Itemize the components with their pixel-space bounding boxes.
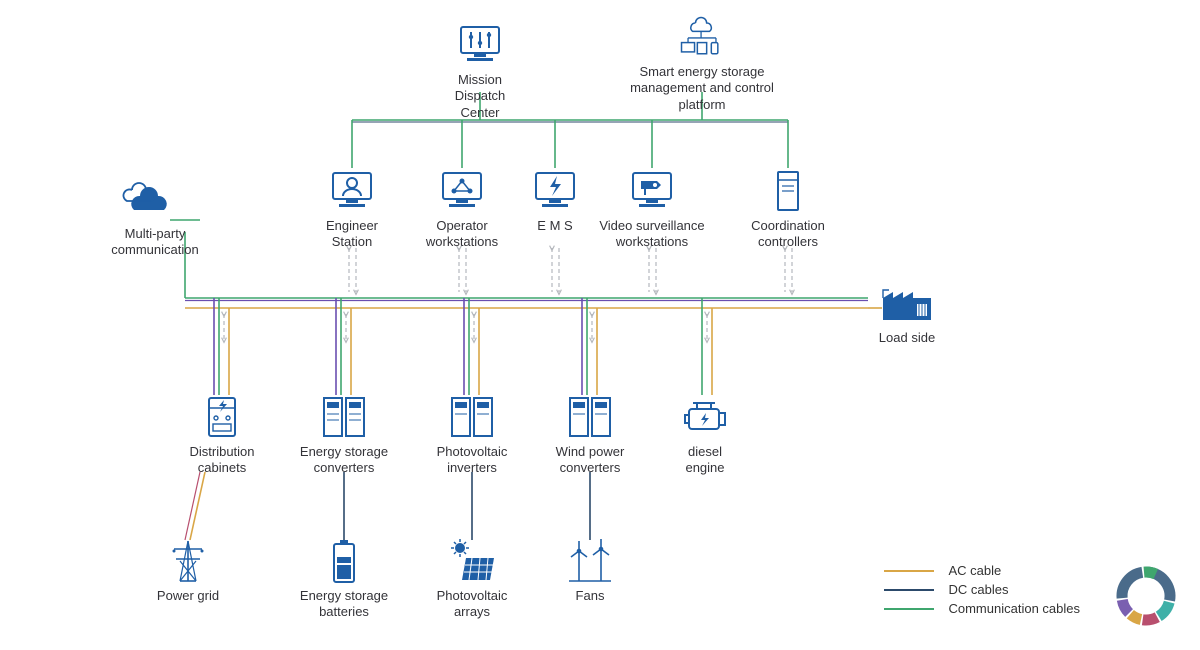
solar-panel-icon: [445, 538, 499, 584]
double-cabinet-icon: [317, 394, 371, 440]
node-ems: E M S: [526, 168, 584, 234]
node-pv-arrays: Photovoltaic arrays: [432, 538, 512, 621]
double-cabinet-icon: [563, 394, 617, 440]
node-operator-ws: Operator workstations: [420, 168, 504, 251]
node-label: Energy storage batteries: [298, 588, 390, 621]
factory-icon: [879, 280, 935, 326]
node-label: Operator workstations: [420, 218, 504, 251]
node-mission-dispatch: Mission Dispatch Center: [438, 22, 522, 121]
engine-icon: [678, 394, 732, 440]
node-label: E M S: [537, 218, 572, 234]
node-power-grid: Power grid: [154, 538, 222, 604]
node-label: Energy storage converters: [296, 444, 392, 477]
node-label: Power grid: [157, 588, 219, 604]
node-label: Mission Dispatch Center: [438, 72, 522, 121]
node-multi-party: Multi-party communication: [108, 178, 202, 259]
nodes-monitor-icon: [435, 168, 489, 214]
node-label: Distribution cabinets: [182, 444, 262, 477]
node-engineer-station: Engineer Station: [316, 168, 388, 251]
donut-graphic: [1114, 564, 1178, 628]
transmission-tower-icon: [161, 538, 215, 584]
node-label: Photovoltaic inverters: [430, 444, 514, 477]
legend-ac: AC cable: [884, 563, 1080, 578]
wind-turbine-icon: [563, 538, 617, 584]
sliders-monitor-icon: [453, 22, 507, 68]
cloud-devices-icon: [675, 14, 729, 60]
legend-comm: Communication cables: [884, 601, 1080, 616]
camera-monitor-icon: [625, 168, 679, 214]
legend-label: DC cables: [948, 582, 1008, 597]
legend-label: AC cable: [948, 563, 1001, 578]
node-es-batteries: Energy storage batteries: [298, 538, 390, 621]
node-label: Coordination controllers: [744, 218, 832, 251]
node-label: Fans: [576, 588, 605, 604]
battery-icon: [317, 538, 371, 584]
node-wind-converters: Wind power converters: [548, 394, 632, 477]
node-coord-ctrl: Coordination controllers: [744, 168, 832, 251]
node-es-converters: Energy storage converters: [296, 394, 392, 477]
bolt-monitor-icon: [528, 168, 582, 214]
node-pv-inverters: Photovoltaic inverters: [430, 394, 514, 477]
node-label: Load side: [879, 330, 935, 346]
person-monitor-icon: [325, 168, 379, 214]
node-load-side: Load side: [876, 280, 938, 346]
node-label: Wind power converters: [548, 444, 632, 477]
legend-line-comm: [884, 608, 934, 610]
node-label: Multi-party communication: [108, 226, 202, 259]
node-label: Video surveillance workstations: [598, 218, 706, 251]
legend: AC cable DC cables Communication cables: [884, 559, 1080, 620]
cabinet-bolt-icon: [195, 394, 249, 440]
node-video-ws: Video surveillance workstations: [598, 168, 706, 251]
node-fans: Fans: [560, 538, 620, 604]
server-rack-icon: [761, 168, 815, 214]
legend-line-ac: [884, 570, 934, 572]
double-cabinet-icon: [445, 394, 499, 440]
legend-line-dc: [884, 589, 934, 591]
node-label: Engineer Station: [316, 218, 388, 251]
node-label: Smart energy storage management and cont…: [627, 64, 777, 113]
node-smart-platform: Smart energy storage management and cont…: [612, 14, 792, 113]
legend-dc: DC cables: [884, 582, 1080, 597]
cloud-icon: [120, 178, 190, 222]
node-diesel-engine: diesel engine: [672, 394, 738, 477]
node-dist-cabinets: Distribution cabinets: [182, 394, 262, 477]
legend-label: Communication cables: [948, 601, 1080, 616]
node-label: Photovoltaic arrays: [432, 588, 512, 621]
node-label: diesel engine: [672, 444, 738, 477]
